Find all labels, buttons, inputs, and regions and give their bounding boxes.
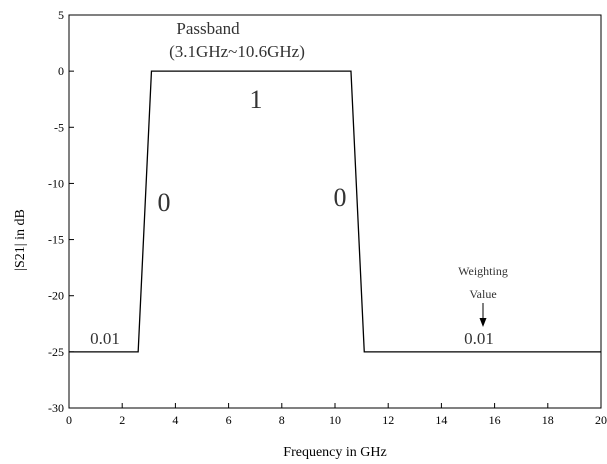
y-tick-label: -25 <box>48 345 64 359</box>
x-tick-label: 6 <box>226 413 232 427</box>
y-tick-label: 5 <box>58 8 64 22</box>
y-tick-label: -10 <box>48 176 64 190</box>
x-tick-label: 16 <box>489 413 501 427</box>
y-tick-label: -5 <box>54 120 64 134</box>
x-axis-title: Frequency in GHz <box>283 445 386 460</box>
annotation-weight-left: 0.01 <box>90 329 120 348</box>
x-tick-label: 20 <box>595 413 607 427</box>
x-tick-label: 10 <box>329 413 341 427</box>
x-tick-label: 18 <box>542 413 554 427</box>
plot-frame <box>68 14 602 409</box>
annotation-weighting: Weighting <box>458 264 508 278</box>
annotation-weight-right: 0.01 <box>464 329 494 348</box>
annotation-passband: Passband <box>176 19 240 38</box>
x-tick-label: 8 <box>279 413 285 427</box>
annotation-weight-zero-left: 0 <box>158 188 171 217</box>
y-tick-label: -30 <box>48 401 64 415</box>
annotation-value: Value <box>469 287 496 301</box>
y-tick-label: -20 <box>48 289 64 303</box>
x-tick-label: 4 <box>172 413 178 427</box>
y-axis-title: |S21| in dB <box>13 209 28 271</box>
x-tick-label: 0 <box>66 413 72 427</box>
annotation-weight-one: 1 <box>250 85 263 114</box>
annotation-arrow-head <box>479 318 487 327</box>
plot-marks <box>69 70 601 353</box>
x-tick-label: 12 <box>382 413 394 427</box>
y-tick-label: -15 <box>48 233 64 247</box>
x-tick-label: 14 <box>435 413 447 427</box>
x-tick-label: 2 <box>119 413 125 427</box>
annotation-passband-range: (3.1GHz~10.6GHz) <box>169 42 305 61</box>
series-line <box>69 70 601 353</box>
annotation-weight-zero-right: 0 <box>334 183 347 212</box>
y-tick-label: 0 <box>58 64 64 78</box>
